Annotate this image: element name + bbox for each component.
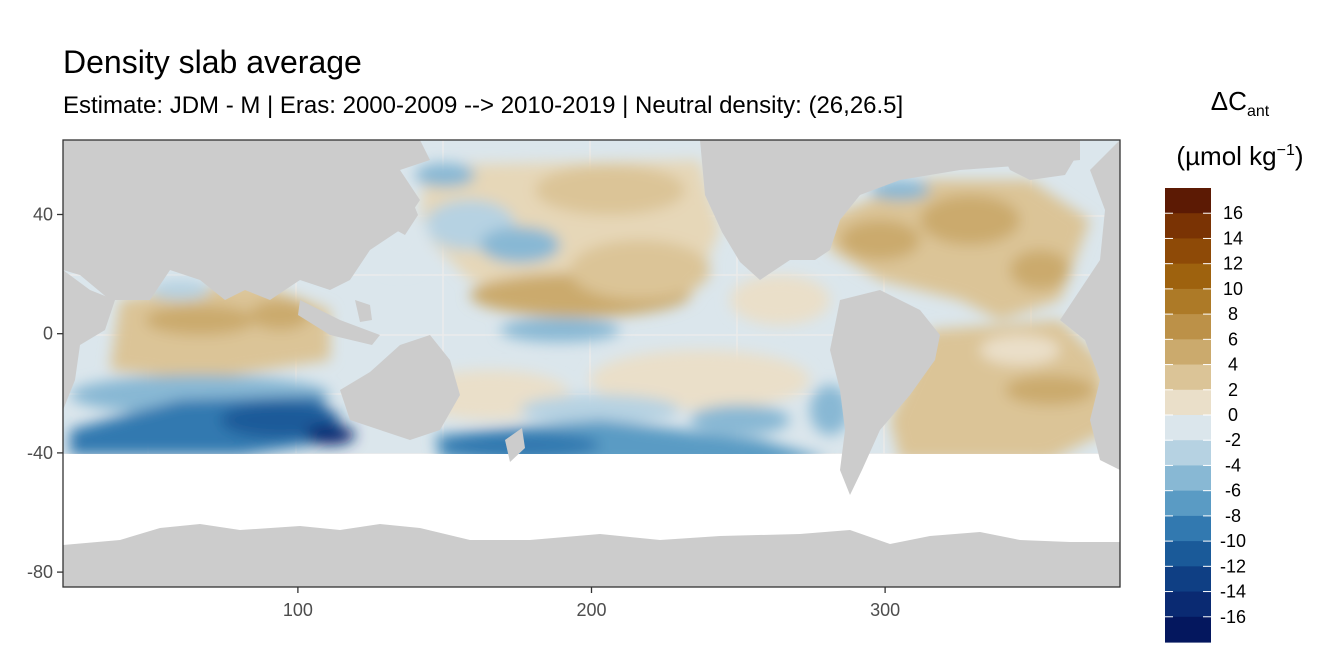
legend-title: ΔCant [1210, 86, 1270, 120]
colorbar-label: -2 [1225, 430, 1241, 450]
land-masses [63, 140, 1120, 495]
colorbar-label: 0 [1228, 405, 1238, 425]
colorbar-swatch [1165, 288, 1211, 315]
colorbar-swatch [1165, 188, 1211, 214]
chart-subtitle: Estimate: JDM - M | Eras: 2000-2009 --> … [63, 92, 904, 119]
colorbar-swatch [1165, 263, 1211, 290]
colorbar-swatch [1165, 616, 1211, 643]
colorbar-swatch [1165, 515, 1211, 542]
y-tick-label: -80 [27, 562, 53, 582]
colorbar-label: -10 [1220, 531, 1246, 551]
colorbar-label: -6 [1225, 481, 1241, 501]
colorbar-swatch [1165, 591, 1211, 618]
colorbar-label: 10 [1223, 279, 1243, 299]
colorbar-swatch [1165, 238, 1211, 265]
y-tick-label: -40 [27, 443, 53, 463]
colorbar-label: -14 [1220, 582, 1246, 602]
x-tick-label: 300 [870, 600, 900, 620]
colorbar-swatch [1165, 440, 1211, 467]
colorbar-label: 6 [1228, 329, 1238, 349]
delta-cant-field [70, 160, 1110, 468]
colorbar-label: -4 [1225, 455, 1241, 475]
colorbar-swatch [1165, 566, 1211, 593]
colorbar-label: -8 [1225, 506, 1241, 526]
y-tick-label: 40 [33, 205, 53, 225]
colorbar-label: 2 [1228, 380, 1238, 400]
colorbar-label: 16 [1223, 203, 1243, 223]
colorbar-swatch [1165, 415, 1211, 441]
chart-title: Density slab average [63, 44, 362, 80]
colorbar-swatch [1165, 213, 1211, 240]
colorbar-label: -16 [1220, 607, 1246, 627]
x-axis: 100 200 300 [283, 587, 900, 620]
y-axis: 40 0 -40 -80 [27, 205, 63, 582]
colorbar-swatch [1165, 339, 1211, 366]
x-tick-label: 100 [283, 600, 313, 620]
colorbar-label: 12 [1223, 254, 1243, 274]
colorbar-swatch [1165, 541, 1211, 567]
colorbar-label: 14 [1223, 228, 1243, 248]
colorbar-label: 4 [1228, 355, 1238, 375]
colorbar-swatch [1165, 465, 1211, 492]
colorbar-label: 8 [1228, 304, 1238, 324]
colorbar-swatch [1165, 389, 1211, 416]
x-tick-label: 200 [576, 600, 606, 620]
colorbar-swatch [1165, 314, 1211, 340]
colorbar: 16 14 12 10 8 6 4 2 0 -2 -4 -6 -8 -10 -12 -14 -16 [1165, 188, 1246, 643]
colorbar-swatch [1165, 490, 1211, 517]
y-tick-label: 0 [43, 324, 53, 344]
colorbar-label: -12 [1220, 556, 1246, 576]
legend-unit: (µmol kg−1) [1176, 141, 1304, 171]
colorbar-swatch [1165, 364, 1211, 391]
land-antarctica [63, 524, 1120, 587]
